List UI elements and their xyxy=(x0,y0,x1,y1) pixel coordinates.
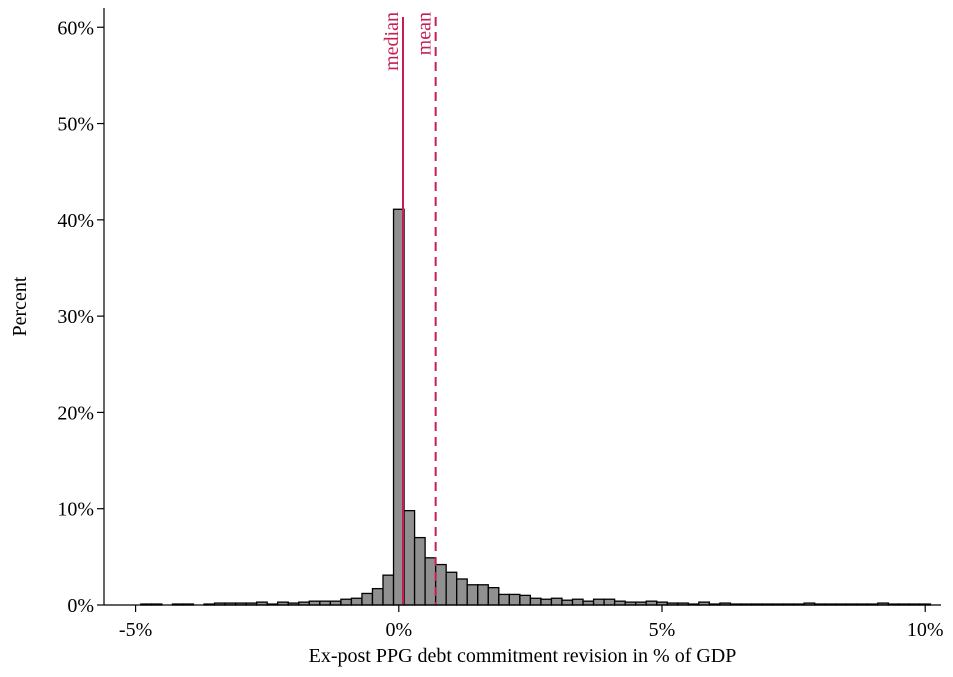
histogram-bar xyxy=(603,598,616,606)
histogram-bar xyxy=(456,578,468,606)
histogram-bar xyxy=(382,574,395,606)
y-tick-label: 30% xyxy=(57,306,94,328)
histogram-bar xyxy=(371,587,384,606)
histogram-bar xyxy=(350,597,363,606)
histogram-bar xyxy=(571,598,584,606)
ticks-layer: 0% 10% 20% 30% 40% 50% 60% -5% 0% 5% 10% xyxy=(57,17,943,641)
histogram-bar xyxy=(561,599,574,606)
y-axis-title: Percent xyxy=(9,276,31,336)
histogram-bar xyxy=(529,597,542,606)
mean-label: mean xyxy=(414,12,436,55)
y-tick-label: 40% xyxy=(57,210,94,232)
histogram-bar xyxy=(550,597,563,606)
histogram-bar xyxy=(477,584,489,606)
y-tick-label: 50% xyxy=(57,114,94,136)
histogram-bar xyxy=(519,594,532,606)
x-tick-label: 0% xyxy=(385,619,412,641)
histogram-bar xyxy=(508,593,521,606)
y-tick-label: 0% xyxy=(67,595,94,617)
median-label: median xyxy=(381,12,403,71)
bars-layer xyxy=(140,208,932,606)
histogram-bar xyxy=(434,563,447,606)
histogram-bar xyxy=(498,593,510,606)
y-tick-label: 10% xyxy=(57,499,94,521)
y-tick-label: 20% xyxy=(57,402,94,424)
histogram-bar xyxy=(424,557,437,606)
x-tick-label: 10% xyxy=(907,619,944,641)
histogram-bar xyxy=(445,571,458,606)
histogram-bar xyxy=(403,509,416,606)
histogram-bar xyxy=(487,587,500,606)
histogram-bar xyxy=(466,584,479,606)
x-tick-label: 5% xyxy=(649,619,676,641)
histogram-bar xyxy=(361,592,374,606)
histogram-bar xyxy=(340,598,353,606)
x-tick-label: -5% xyxy=(119,619,152,641)
reference-lines-layer: median mean xyxy=(381,12,437,605)
histogram-bar xyxy=(413,536,426,606)
axes-layer xyxy=(103,8,941,606)
histogram-bar xyxy=(592,598,605,606)
histogram-bar xyxy=(540,598,553,606)
x-axis-title: Ex-post PPG debt commitment revision in … xyxy=(309,645,737,667)
y-tick-label: 60% xyxy=(57,17,94,39)
